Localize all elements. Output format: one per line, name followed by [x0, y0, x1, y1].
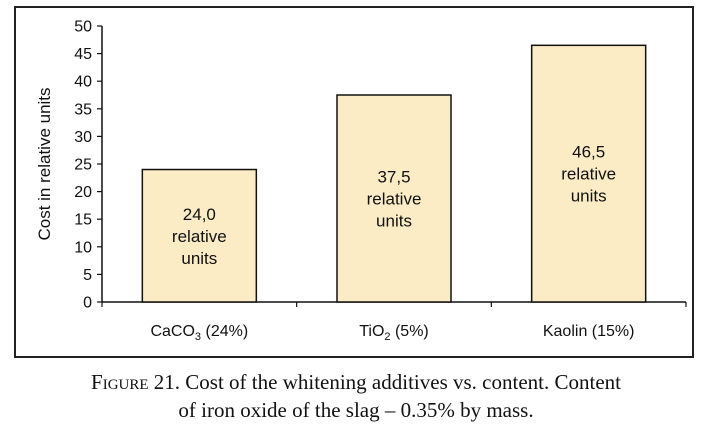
bar [336, 94, 452, 303]
y-tick-label: 50 [74, 19, 92, 36]
x-category-label: Kaolin (15%) [543, 323, 635, 340]
bar-data-label: relative [561, 165, 616, 184]
bar-data-label: 37,5 [377, 168, 410, 187]
bar [530, 44, 647, 303]
y-tick-label: 10 [74, 239, 92, 256]
chart-frame: 0 5 10 15 20 25 30 35 40 45 50 Cost in relative uni… [14, 6, 694, 358]
y-tick-label: 20 [74, 184, 92, 201]
bar-data-label: relative [367, 190, 422, 209]
x-category-label: TiO2 (5%) [359, 323, 429, 343]
bar-data-label: 46,5 [572, 143, 605, 162]
y-tick-label: 30 [74, 129, 92, 146]
bar-data-label: 24,0 [183, 205, 216, 224]
y-tick-label: 40 [74, 74, 92, 91]
y-tick-label: 45 [74, 46, 92, 63]
y-axis-title: Cost in relative units [35, 87, 54, 240]
y-tick-label: 35 [74, 101, 92, 118]
caption-text-line2: of iron oxide of the slag – 0.35% by mas… [178, 398, 534, 422]
bar [141, 168, 258, 303]
bar-data-label: units [376, 212, 412, 231]
y-tick-label: 25 [74, 157, 92, 174]
bar-chart: 0 5 10 15 20 25 30 35 40 45 50 Cost in relative uni… [35, 19, 687, 343]
figure-caption: Figure 21. Cost of the whitening additiv… [0, 368, 712, 424]
y-tick-label: 0 [83, 295, 92, 312]
caption-text: Cost of the whitening additives vs. cont… [180, 370, 621, 394]
y-tick-label: 5 [83, 267, 92, 284]
y-tick-label: 15 [74, 212, 92, 229]
x-category-label: CaCO3 (24%) [150, 323, 248, 343]
bar-data-label: relative [172, 227, 227, 246]
bar-data-label: units [181, 249, 217, 268]
bar-data-label: units [571, 187, 607, 206]
figure-label: Figure 21. [91, 370, 181, 394]
